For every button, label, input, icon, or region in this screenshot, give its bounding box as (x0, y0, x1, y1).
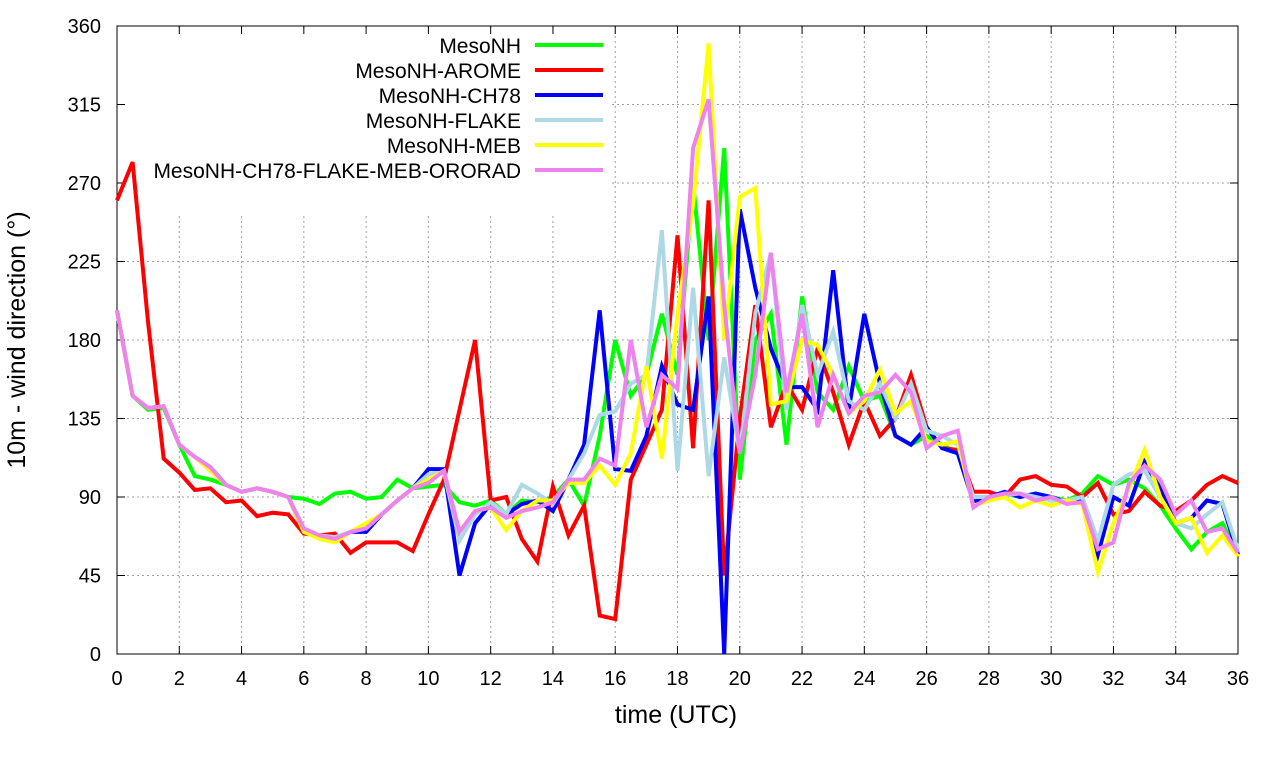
x-tick-label: 16 (604, 668, 626, 690)
x-tick-label: 26 (915, 668, 937, 690)
x-tick-label: 36 (1227, 668, 1249, 690)
legend: MesoNHMesoNH-AROMEMesoNH-CH78MesoNH-FLAK… (153, 35, 603, 183)
x-tick-label: 12 (480, 668, 502, 690)
legend-label: MesoNH-CH78 (379, 85, 521, 108)
x-tick-label: 14 (542, 668, 564, 690)
x-tick-label: 2 (174, 668, 185, 690)
x-tick-label: 22 (791, 668, 813, 690)
y-tick-label: 180 (68, 330, 101, 352)
x-axis-title: time (UTC) (615, 701, 737, 729)
legend-label: MesoNH-MEB (387, 135, 521, 158)
legend-label: MesoNH-FLAKE (366, 110, 521, 133)
series-line-mesonh-meb (115, 43, 1240, 580)
y-tick-label: 315 (68, 95, 101, 117)
legend-label: MesoNH-CH78-FLAKE-MEB-ORORAD (153, 160, 521, 183)
y-tick-label: 270 (68, 173, 101, 195)
axis-ticks: 0 2 4 6 8 10 12 14 16 18 20 22 24 26 28 30 32 34 360459013… (68, 16, 1250, 690)
x-tick-label: 20 (729, 668, 751, 690)
legend-label: MesoNH (439, 35, 521, 58)
x-tick-label: 6 (298, 668, 309, 690)
x-tick-label: 8 (361, 668, 372, 690)
x-tick-label: 28 (978, 668, 1000, 690)
y-tick-label: 90 (79, 487, 101, 509)
x-tick-label: 10 (417, 668, 439, 690)
legend-background (100, 30, 610, 214)
x-tick-label: 34 (1165, 668, 1187, 690)
y-tick-label: 225 (68, 252, 101, 274)
y-tick-label: 0 (90, 644, 101, 666)
y-tick-label: 360 (68, 16, 101, 38)
series-lines (115, 43, 1240, 655)
y-tick-label: 135 (68, 409, 101, 431)
y-tick-label: 45 (79, 566, 101, 588)
x-tick-label: 30 (1040, 668, 1062, 690)
y-axis-title: 10m - wind direction (°) (3, 211, 31, 468)
x-tick-label: 24 (853, 668, 875, 690)
legend-label: MesoNH-AROME (355, 60, 521, 83)
x-tick-label: 4 (236, 668, 247, 690)
x-tick-label: 18 (666, 668, 688, 690)
x-tick-label: 0 (111, 668, 122, 690)
x-tick-label: 32 (1102, 668, 1124, 690)
series-line-mesonh-ch78-flake-meb-ororad (115, 98, 1240, 554)
